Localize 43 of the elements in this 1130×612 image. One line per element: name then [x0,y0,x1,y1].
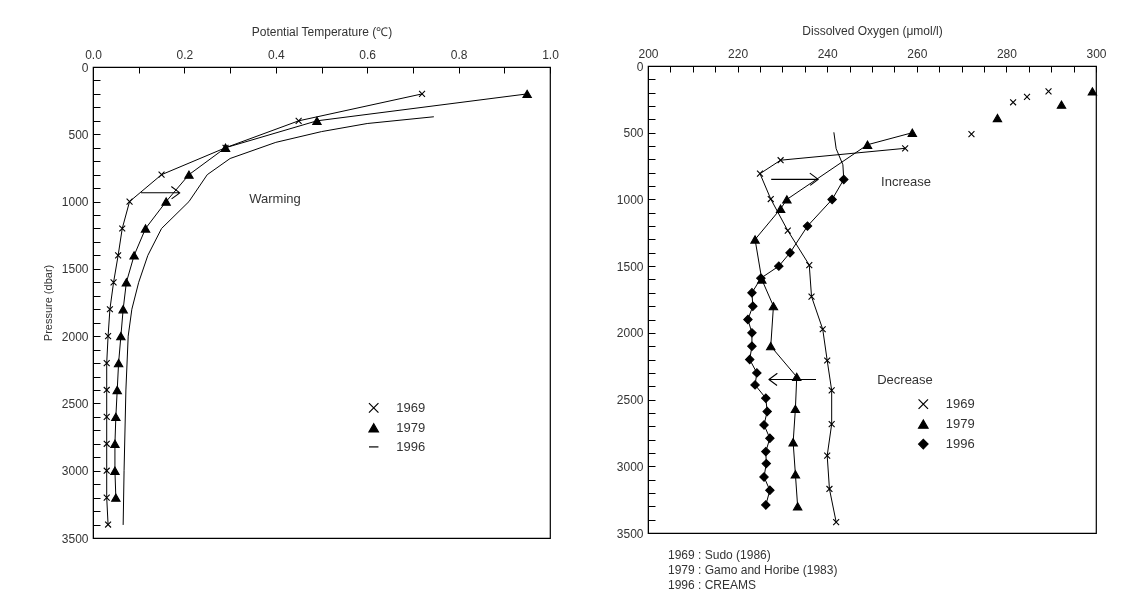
y-tick-label: 0 [636,59,644,74]
legend-label: 1996 [396,438,426,454]
y-tick-label: 500 [623,126,644,141]
annotation: Increase [881,173,931,189]
legend-label: 1979 [396,419,426,435]
x-tick-label: 220 [728,46,749,61]
x-tick-label: 200 [638,46,659,61]
x-tick-label: 0.4 [267,47,285,62]
x-tick-label: 0.8 [450,47,468,62]
x-tick-label: 1.0 [542,47,560,62]
x-axis-title: Potential Temperature (℃) [251,24,393,39]
legend-label: 1979 [945,416,975,432]
y-tick-label: 3500 [616,526,644,541]
x-tick-label: 280 [996,46,1018,61]
x-tick-label: 0.6 [359,47,377,62]
y-tick-label: 1000 [61,195,89,210]
text: 1996 : CREAMS [668,578,757,592]
annotation: Decrease [877,371,933,387]
y-tick-label: 3000 [61,464,89,479]
legend-label: 1969 [396,399,426,415]
text: 1969 : Sudo (1986) [668,548,771,562]
x-tick-label: 260 [907,46,928,61]
y-tick-label: 0 [81,60,89,75]
y-tick-label: 1000 [616,192,644,207]
annotation: Warming [249,190,301,206]
x-tick-label: 0.0 [85,47,103,62]
text: 1979 : Gamo and Horibe (1983) [668,563,838,577]
y-tick-label: 2500 [616,393,644,408]
y-tick-label: 2000 [616,326,644,341]
y-tick-label: 2000 [61,329,89,344]
legend-label: 1996 [945,436,975,452]
y-tick-label: 2500 [61,396,89,411]
y-tick-label: 3500 [61,531,89,546]
x-axis-title: Dissolved Oxygen (μmol/l) [802,23,943,38]
y-tick-label: 500 [68,127,89,142]
x-tick-label: 240 [817,46,839,61]
y-tick-label: 1500 [616,259,644,274]
legend-label: 1969 [945,396,975,412]
y-tick-label: 3000 [616,459,644,474]
y-axis-title: Pressure (dbar) [41,264,54,342]
x-tick-label: 0.2 [176,47,194,62]
y-tick-label: 1500 [61,262,89,277]
x-tick-label: 300 [1086,46,1107,61]
